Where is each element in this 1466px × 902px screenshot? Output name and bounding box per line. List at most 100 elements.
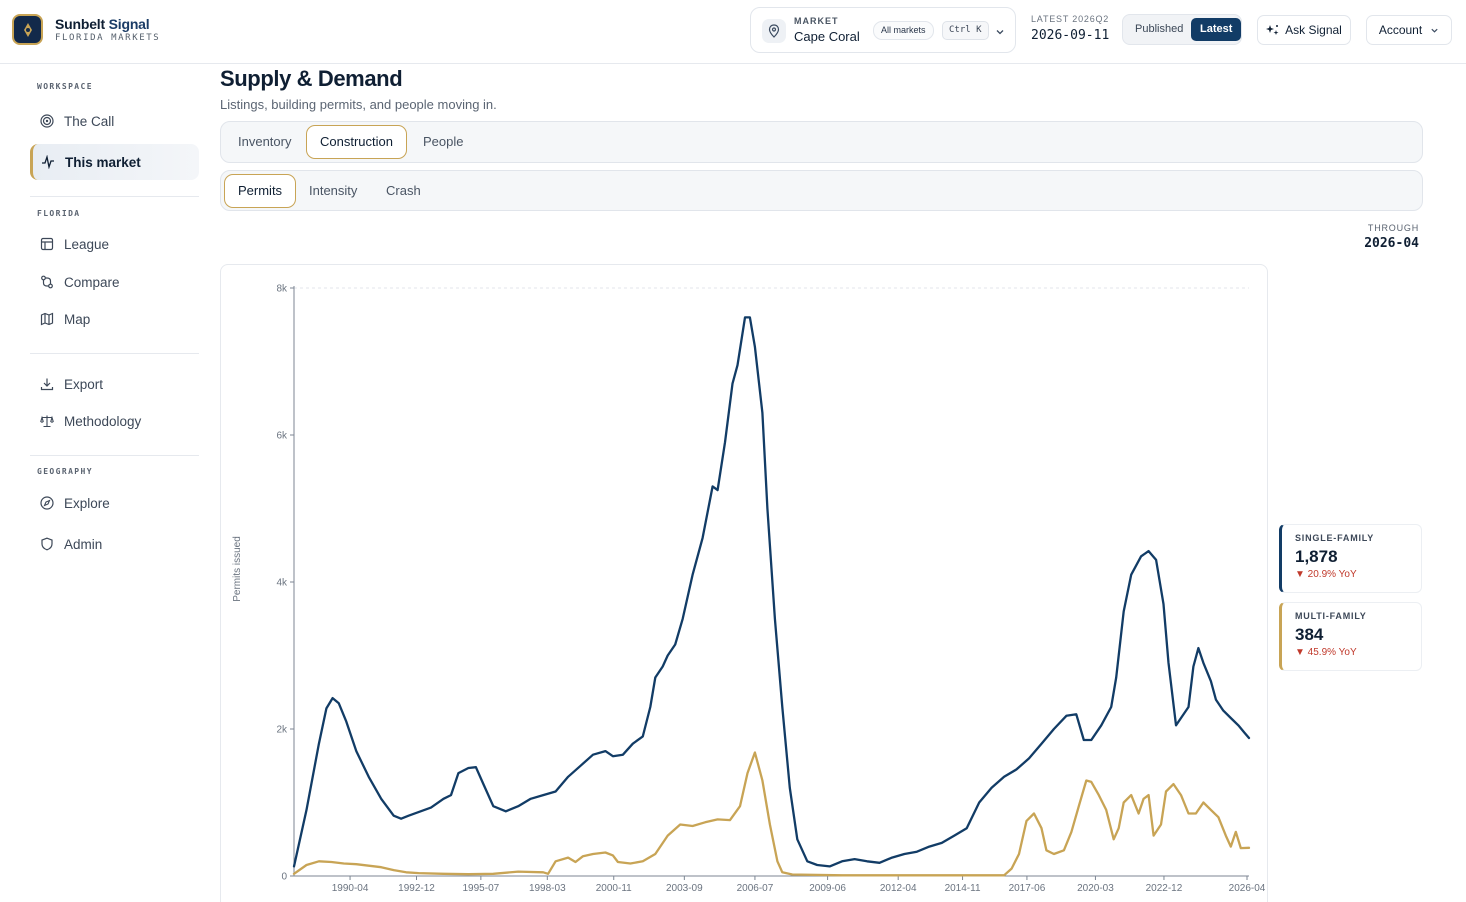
kpi-change: ▼ 20.9% YoY: [1295, 569, 1357, 580]
sidebar-item-league[interactable]: League: [30, 226, 199, 262]
x-tick-label: 2000-11: [596, 883, 632, 894]
sidebar-divider: [30, 455, 199, 456]
kpi-multi-family: MULTI-FAMILY 384 ▼ 45.9% YoY: [1279, 602, 1422, 671]
x-tick-label: 1995-07: [463, 883, 500, 894]
through-label: THROUGH: [1367, 223, 1419, 233]
logo-icon: [12, 14, 43, 45]
compass-icon: [40, 496, 54, 510]
y-tick-label: 0: [281, 872, 287, 883]
sidebar-item-label: The Call: [64, 113, 115, 129]
y-tick-label: 8k: [276, 284, 288, 295]
sidebar-item-label: League: [64, 236, 110, 252]
brand[interactable]: Sunbelt Signal FLORIDA MARKETS: [12, 14, 160, 45]
sidebar-item-admin[interactable]: Admin: [30, 526, 199, 562]
tab-inventory[interactable]: Inventory: [238, 134, 292, 149]
chevron-down-icon: [1431, 28, 1438, 33]
tab-construction[interactable]: Construction: [306, 125, 407, 159]
page-title: Supply & Demand: [220, 66, 403, 91]
sidebar-item-label: Methodology: [64, 413, 142, 429]
sidebar-item-map[interactable]: Map: [30, 301, 199, 337]
sub-tabs: Permits Intensity Crash: [220, 170, 1423, 211]
chevron-down-icon[interactable]: [995, 24, 1005, 42]
latest-label: LATEST 2026Q2: [1031, 14, 1110, 24]
kpi-value: 1,878: [1295, 547, 1338, 566]
sparkle-icon: [1266, 24, 1279, 35]
x-tick-label: 1990-04: [332, 883, 369, 894]
section-label-workspace: WORKSPACE: [37, 82, 93, 91]
top-bar: Sunbelt Signal FLORIDA MARKETS MARKET Ca…: [0, 0, 1466, 64]
y-tick-label: 2k: [276, 725, 288, 736]
map-pin-icon: [762, 19, 786, 43]
pulse-icon: [42, 155, 54, 169]
sidebar-item-label: Compare: [64, 274, 120, 290]
section-label-geography: GEOGRAPHY: [37, 467, 93, 476]
y-tick-label: 4k: [276, 578, 288, 589]
market-label: MARKET: [794, 16, 839, 26]
sidebar: WORKSPACE The Call This market FLORIDA L…: [0, 65, 210, 902]
map-icon: [40, 312, 54, 326]
latest-option[interactable]: Latest: [1191, 18, 1242, 41]
market-selector[interactable]: MARKET Cape Coral All markets Ctrl K: [750, 7, 1016, 53]
sidebar-item-export[interactable]: Export: [30, 366, 199, 402]
y-tick-label: 6k: [276, 431, 288, 442]
subtab-permits[interactable]: Permits: [224, 174, 297, 208]
sidebar-item-label: Explore: [64, 495, 110, 511]
x-tick-label: 2009-06: [809, 883, 846, 894]
sidebar-item-the-call[interactable]: The Call: [30, 103, 199, 139]
sidebar-item-label: Admin: [64, 536, 103, 552]
sidebar-item-methodology[interactable]: Methodology: [30, 403, 199, 439]
x-tick-label: 2022-12: [1146, 883, 1183, 894]
series-line-single-family: [292, 316, 1251, 868]
shortcut-hint: Ctrl K: [942, 21, 989, 40]
brand-title: Sunbelt Signal: [55, 16, 160, 32]
table-icon: [40, 237, 54, 251]
latest-release: LATEST 2026Q2 2026-09-11: [1031, 14, 1109, 43]
kpi-change: ▼ 45.9% YoY: [1295, 647, 1357, 658]
series-line-multi-family: [292, 751, 1251, 877]
kpi-single-family: SINGLE-FAMILY 1,878 ▼ 20.9% YoY: [1279, 524, 1422, 593]
shield-icon: [41, 537, 53, 551]
latest-date: 2026-09-11: [1031, 28, 1110, 43]
ask-signal-label: Ask Signal: [1285, 23, 1342, 37]
x-tick-label: 2026-04: [1229, 883, 1266, 894]
x-tick-label: 1992-12: [398, 883, 435, 894]
compare-icon: [41, 275, 53, 289]
x-tick-label: 2012-04: [880, 883, 917, 894]
download-icon: [40, 378, 54, 391]
permits-chart-card: 0 2k 4k 6k 8k 1990-04 1992-12 1995-07 1998-03 200…: [220, 264, 1268, 902]
sidebar-divider: [30, 353, 199, 354]
x-tick-label: 2020-03: [1077, 883, 1114, 894]
all-markets-button[interactable]: All markets: [873, 21, 934, 40]
x-tick-label: 2014-11: [945, 883, 981, 894]
published-option[interactable]: Published: [1135, 23, 1184, 35]
ask-signal-button[interactable]: Ask Signal: [1257, 15, 1351, 45]
sidebar-item-label: This market: [65, 154, 141, 170]
through-date: THROUGH 2026-04: [1364, 223, 1419, 251]
subtab-crash[interactable]: Crash: [386, 183, 421, 198]
account-label: Account: [1378, 23, 1423, 37]
kpi-label: SINGLE-FAMILY: [1295, 533, 1375, 543]
permits-chart[interactable]: 0 2k 4k 6k 8k 1990-04 1992-12 1995-07 1998-03 200…: [221, 265, 1269, 902]
brand-name-b: Signal: [108, 16, 150, 32]
sidebar-item-label: Map: [64, 311, 91, 327]
market-value: Cape Coral: [794, 29, 860, 44]
y-axis-label: Permits issued: [232, 536, 243, 602]
x-tick-label: 1998-03: [529, 883, 566, 894]
brand-name-a: Sunbelt: [55, 16, 105, 32]
section-tabs: Inventory Construction People: [220, 121, 1423, 163]
sidebar-item-label: Export: [64, 376, 104, 392]
account-button[interactable]: Account: [1366, 15, 1452, 45]
tab-people[interactable]: People: [423, 134, 464, 149]
sidebar-item-explore[interactable]: Explore: [30, 485, 199, 521]
kpi-value: 384: [1295, 625, 1324, 644]
sidebar-item-this-market[interactable]: This market: [30, 144, 199, 180]
subtab-intensity[interactable]: Intensity: [309, 183, 358, 198]
brand-subtitle: FLORIDA MARKETS: [55, 33, 161, 43]
x-tick-label: 2006-07: [737, 883, 774, 894]
sidebar-divider: [30, 196, 199, 197]
kpi-label: MULTI-FAMILY: [1295, 611, 1367, 621]
sidebar-item-compare[interactable]: Compare: [30, 264, 199, 300]
through-value: 2026-04: [1364, 236, 1419, 251]
scale-icon: [40, 415, 54, 428]
target-icon: [40, 114, 54, 128]
